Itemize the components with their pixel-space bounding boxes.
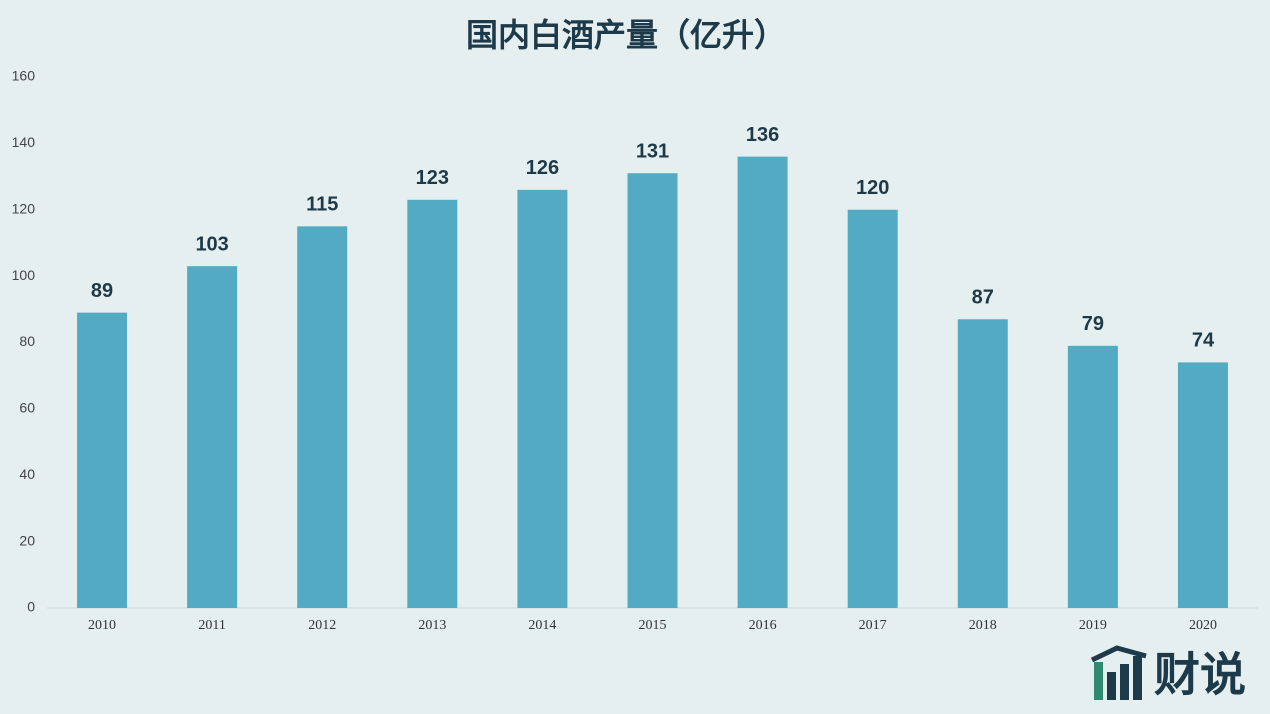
bar	[957, 319, 1008, 608]
value-label: 136	[746, 124, 779, 146]
logo-text: 财说	[1154, 648, 1246, 702]
y-tick-label: 0	[27, 599, 35, 615]
y-tick-label: 60	[19, 400, 35, 416]
bar	[517, 189, 568, 608]
x-tick-label: 2013	[418, 618, 446, 633]
x-tick-label: 2011	[198, 618, 225, 633]
bar	[737, 156, 788, 608]
x-tick-label: 2016	[749, 618, 777, 633]
x-tick-label: 2020	[1189, 618, 1217, 633]
y-tick-label: 160	[12, 68, 36, 84]
y-tick-label: 20	[19, 532, 35, 548]
x-tick-label: 2015	[639, 618, 667, 633]
value-label: 89	[91, 280, 113, 302]
x-tick-label: 2014	[528, 618, 556, 633]
bar	[1177, 362, 1228, 608]
bar	[297, 226, 348, 608]
bar	[77, 312, 128, 608]
value-label: 79	[1082, 313, 1104, 335]
chart-title: 国内白酒产量（亿升）	[466, 16, 786, 54]
bar	[1067, 345, 1118, 608]
value-label: 115	[306, 194, 338, 216]
value-label: 126	[526, 157, 559, 179]
value-label: 131	[636, 141, 669, 163]
bar	[187, 266, 238, 608]
value-label: 120	[856, 177, 889, 199]
y-tick-label: 80	[19, 333, 35, 349]
bar	[627, 173, 678, 608]
value-label: 74	[1192, 330, 1215, 352]
x-tick-label: 2017	[859, 618, 887, 633]
y-tick-label: 40	[19, 466, 35, 482]
bar	[407, 199, 458, 608]
y-tick-label: 140	[12, 134, 36, 150]
y-tick-label: 100	[12, 267, 36, 283]
x-tick-label: 2018	[969, 618, 997, 633]
value-label: 123	[416, 167, 449, 189]
logo-icon	[1090, 645, 1147, 700]
x-tick-label: 2010	[88, 618, 116, 633]
value-label: 87	[972, 287, 994, 309]
value-label: 103	[195, 233, 228, 255]
bar	[847, 209, 898, 608]
x-tick-label: 2012	[308, 618, 336, 633]
y-tick-label: 120	[12, 200, 36, 216]
x-tick-label: 2019	[1079, 618, 1107, 633]
